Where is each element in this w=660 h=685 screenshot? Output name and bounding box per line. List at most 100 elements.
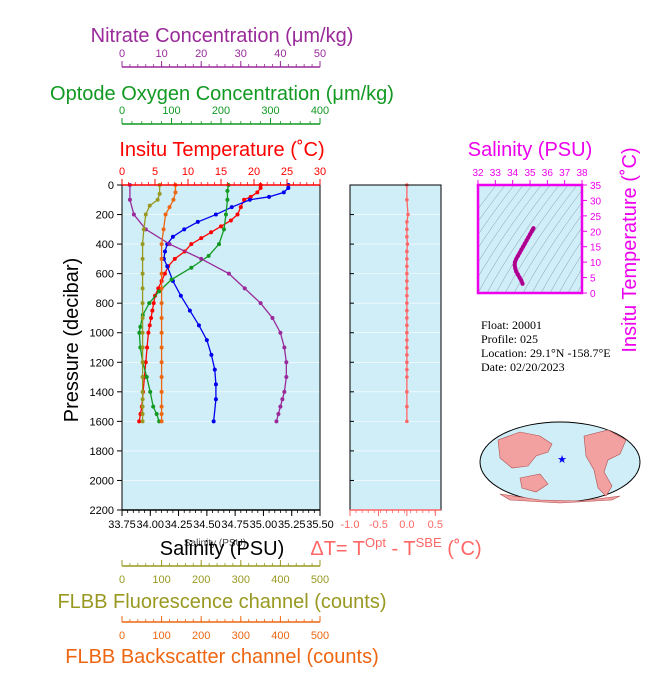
- salinity-axis-small-title: Salinity (PSU): [184, 538, 246, 549]
- fluorescence-profile-point: [140, 411, 145, 416]
- info-location: Location: 29.1°N -158.7°E: [481, 346, 611, 360]
- nitrate-profile-point: [284, 375, 289, 380]
- fluorescence-profile-point: [140, 242, 145, 247]
- pressure-tick-label: 2000: [90, 475, 114, 487]
- delta-t-point: [405, 345, 409, 350]
- salinity-profile-point: [196, 323, 201, 328]
- nitrate-profile-point: [242, 286, 247, 291]
- axis-tick-label: 10: [155, 48, 167, 60]
- nitrate-profile-point: [199, 256, 204, 261]
- backscatter-profile-point: [167, 205, 172, 210]
- fluorescence-profile-point: [140, 301, 145, 306]
- fluorescence-profile-point: [140, 404, 145, 409]
- axis-tick-label: 200: [192, 630, 210, 642]
- fluorescence-profile-point: [140, 271, 145, 276]
- axis-tick-label: 200: [212, 105, 230, 117]
- axis-tick-label: 34.00: [137, 519, 165, 531]
- salinity-profile-point: [286, 185, 291, 190]
- ts-point: [513, 266, 518, 271]
- backscatter-profile-point: [159, 330, 164, 335]
- axis-tick-label: -1.0: [341, 519, 360, 531]
- fluorescence-profile-point: [140, 315, 145, 320]
- nitrate-profile-point: [167, 242, 172, 247]
- axis-tick-label: 20: [248, 166, 260, 178]
- oxygen-profile-point: [221, 227, 226, 232]
- axis-tick-label: 0: [119, 166, 125, 178]
- fluorescence-profile-point: [141, 227, 146, 232]
- backscatter-profile-point: [159, 271, 164, 276]
- axis-tick-label: 34.75: [221, 519, 249, 531]
- world-map: ★: [479, 421, 641, 504]
- fluorescence-profile-point: [140, 360, 145, 365]
- temperature-profile-point: [149, 315, 154, 320]
- info-profile: Profile: 025: [481, 332, 538, 346]
- delta-t-point: [405, 330, 409, 335]
- nitrate-axis-title: Nitrate Concentration (μm/kg): [91, 25, 354, 47]
- nitrate-profile-point: [282, 345, 287, 350]
- nitrate-profile-point: [226, 271, 231, 276]
- delta-t-point: [405, 257, 409, 261]
- temperature-profile-point: [143, 360, 148, 365]
- ts-density-contour: [478, 185, 515, 235]
- ts-temperature-tick-label: 0: [590, 289, 596, 300]
- delta-t-point: [405, 286, 409, 291]
- delta-t-point: [405, 338, 409, 342]
- nitrate-profile-point: [127, 197, 132, 202]
- axis-tick-label: 400: [271, 630, 289, 642]
- pressure-axis: 0 200 400 600 800 1000 1200 1400 1600 1800 2000 220…: [90, 180, 122, 517]
- ts-point: [514, 257, 519, 262]
- fluorescence-profile-point: [140, 256, 145, 261]
- fluorescence-profile-point: [140, 330, 145, 335]
- salinity-profile-point: [187, 308, 192, 313]
- axis-tick-label: 5: [152, 166, 158, 178]
- oxygen-profile-point: [157, 289, 162, 294]
- oxygen-profile-point: [169, 277, 174, 282]
- axis-tick-label: 0: [119, 630, 125, 642]
- temperature-profile-point: [189, 242, 194, 247]
- pressure-tick-label: 0: [108, 180, 114, 192]
- nitrate-profile-point: [280, 397, 285, 402]
- info-float: Float: 20001: [481, 318, 542, 332]
- salinity-profile-point: [247, 197, 252, 202]
- ts-point: [524, 238, 529, 243]
- salinity-axis-title: Salinity (PSU): [160, 538, 284, 560]
- oxygen-axis: 0 100 200 300 400: [119, 105, 329, 125]
- nitrate-profile-point: [278, 330, 283, 335]
- ts-salinity-tick-label: 35: [524, 168, 536, 179]
- axis-tick-label: 30: [235, 48, 247, 60]
- pressure-tick-label: 1600: [90, 416, 114, 428]
- ts-point: [521, 244, 526, 249]
- pressure-axis-title: Pressure (decibar): [61, 258, 83, 423]
- delta-t-axis: -1.0 -0.5 0.0 0.5: [341, 509, 443, 531]
- backscatter-profile-point: [161, 227, 166, 232]
- axis-tick-label: 35.25: [278, 519, 306, 531]
- delta-t-axis-title: ΔT= TOpt - TSBE (˚C): [310, 535, 481, 560]
- axis-tick-label: 33.75: [108, 519, 136, 531]
- delta-t-point: [405, 367, 409, 372]
- fluorescence-profile-point: [155, 197, 160, 202]
- oxygen-profile-point: [225, 197, 230, 202]
- temperature-profile-point: [146, 330, 151, 335]
- ts-density-contour: [486, 185, 560, 293]
- ts-temperature-tick-label: 25: [590, 212, 602, 223]
- salinity-profile-point: [165, 264, 170, 269]
- delta-t-series-group: [405, 183, 410, 424]
- delta-t-point: [405, 293, 409, 298]
- fluorescence-profile-point: [140, 375, 145, 380]
- salinity-profile-point: [213, 212, 218, 217]
- ts-temperature-tick-label: 35: [590, 181, 602, 192]
- salinity-profile-point: [182, 227, 187, 232]
- ts-density-contour: [478, 185, 497, 210]
- salinity-profile-point: [212, 367, 217, 372]
- temperature-profile-point: [145, 345, 150, 350]
- ts-point: [531, 226, 536, 231]
- nitrate-profile-point: [274, 419, 279, 424]
- ts-point: [520, 281, 525, 286]
- salinity-profile-point: [195, 219, 200, 224]
- ts-point: [515, 272, 520, 277]
- nitrate-profile-point: [282, 389, 287, 394]
- oxygen-profile-point: [148, 389, 153, 394]
- fluorescence-axis-title: FLBB Fluorescence channel (counts): [57, 591, 386, 613]
- ts-axes: 32 33 34 35 36 37 38 0 5 10 15 20 25 30 35: [472, 168, 601, 300]
- pressure-tick-label: 400: [96, 239, 114, 251]
